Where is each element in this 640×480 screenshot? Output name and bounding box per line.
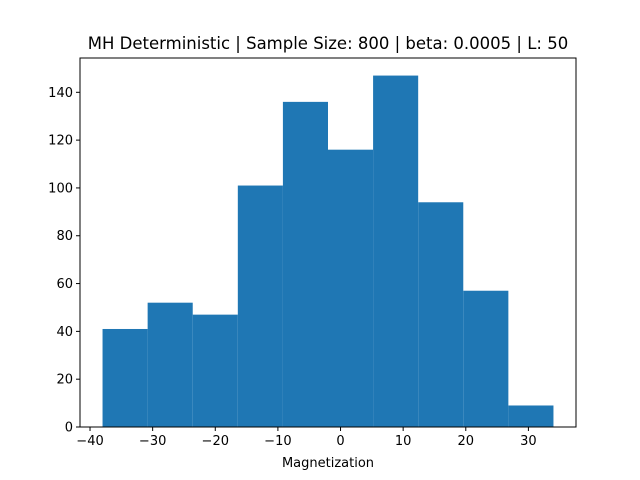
histogram-bar — [282, 101, 328, 427]
histogram-bar — [237, 185, 283, 427]
histogram-bar — [418, 202, 464, 427]
chart-title: MH Deterministic | Sample Size: 800 | be… — [88, 34, 568, 53]
x-tick-label: 0 — [336, 434, 344, 449]
histogram-bar — [373, 75, 419, 428]
x-axis-label: Magnetization — [282, 456, 374, 471]
x-tick-label: 30 — [520, 434, 537, 449]
histogram-bar — [102, 328, 148, 427]
y-tick-label: 40 — [56, 325, 73, 340]
y-tick-label: 120 — [48, 134, 73, 149]
y-tick-label: 60 — [56, 277, 73, 292]
histogram-bars — [102, 75, 554, 428]
y-tick-label: 140 — [48, 86, 73, 101]
x-tick-label: −10 — [264, 434, 291, 449]
y-tick-label: 100 — [48, 181, 73, 196]
y-tick-label: 0 — [65, 421, 73, 436]
histogram-bar — [192, 314, 238, 427]
histogram-bar — [463, 290, 509, 427]
x-axis: −40 −30 −20 −10 0 10 20 30 — [76, 427, 537, 449]
x-tick-label: 10 — [395, 434, 412, 449]
x-tick-label: 20 — [458, 434, 475, 449]
histogram-bar — [508, 405, 554, 427]
x-tick-label: −40 — [76, 434, 103, 449]
histogram-bar — [147, 302, 193, 427]
histogram-bar — [328, 149, 374, 427]
x-tick-label: −20 — [202, 434, 229, 449]
y-axis: 0 20 40 60 80 100 120 140 — [48, 86, 80, 436]
plot-frame — [79, 57, 577, 428]
y-tick-label: 80 — [56, 229, 73, 244]
x-tick-label: −30 — [139, 434, 166, 449]
y-tick-label: 20 — [56, 373, 73, 388]
